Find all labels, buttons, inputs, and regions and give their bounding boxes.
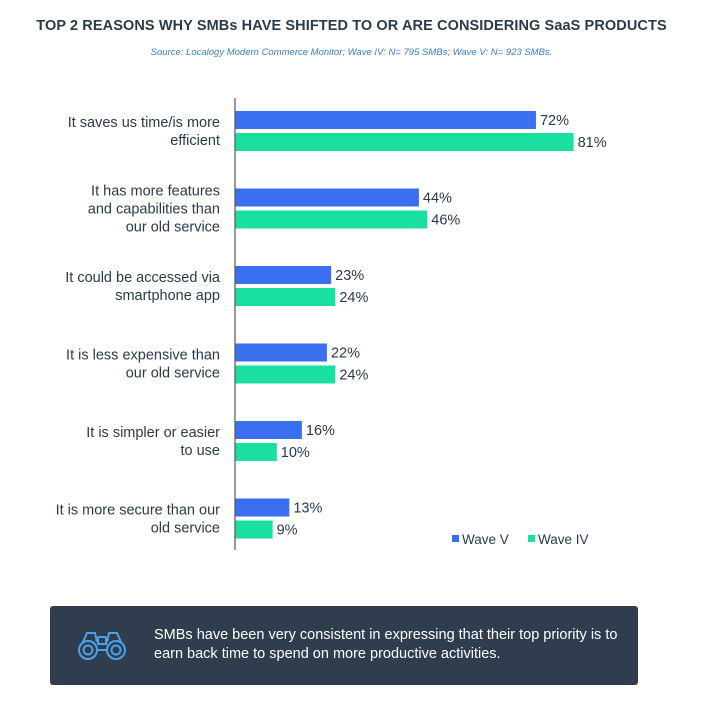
- legend-label: Wave V: [462, 532, 509, 547]
- bar-wave-v: [235, 188, 419, 207]
- insight-callout: SMBs have been very consistent in expres…: [50, 606, 638, 685]
- category-label-line: It saves us time/is more: [68, 115, 220, 131]
- bar-wave-v: [235, 498, 290, 517]
- category-label-line: and capabilities than: [88, 202, 220, 218]
- bar-wave-v: [235, 421, 302, 439]
- bar-wave-v: [235, 343, 327, 362]
- value-label: 23%: [335, 268, 364, 284]
- bar-wave-iv: [235, 365, 336, 384]
- legend-swatch: [452, 535, 459, 542]
- chart-source: Source: Localogy Modern Commerce Monitor…: [150, 47, 553, 58]
- value-label: 72%: [540, 113, 569, 129]
- category-label-line: old service: [151, 521, 220, 537]
- value-label: 13%: [293, 501, 322, 517]
- category-label-line: smartphone app: [115, 288, 220, 304]
- bar-wave-iv: [235, 133, 574, 151]
- value-label: 81%: [578, 135, 607, 151]
- category-label: It saves us time/is more efficient: [68, 115, 220, 149]
- callout-text: SMBs have been very consistent in expres…: [154, 627, 618, 662]
- category-label-line: It is less expensive than: [66, 348, 220, 364]
- category-label: It could be accessed via smartphone app: [65, 270, 221, 304]
- legend-label: Wave IV: [538, 532, 589, 547]
- category-label-line: It has more features: [91, 184, 220, 200]
- value-label: 16%: [306, 423, 335, 439]
- category-label: It is simpler or easier to use: [86, 425, 220, 459]
- value-label: 22%: [331, 346, 360, 362]
- category-label: It is more secure than our old service: [56, 503, 221, 537]
- value-label: 9%: [277, 523, 298, 539]
- category-label-line: our old service: [126, 220, 220, 236]
- category-label-line: efficient: [170, 133, 220, 149]
- bar-wave-iv: [235, 288, 336, 306]
- binoculars-icon: [78, 632, 126, 660]
- category-label-line: our old service: [126, 366, 220, 382]
- bar-wave-iv: [235, 443, 277, 461]
- value-label: 24%: [339, 290, 368, 306]
- category-label-line: It is simpler or easier: [86, 425, 220, 441]
- value-label: 10%: [281, 445, 310, 461]
- legend-swatch: [528, 535, 535, 542]
- category-label: It is less expensive than our old service: [66, 348, 220, 382]
- bar-wave-iv: [235, 520, 273, 539]
- value-label: 44%: [423, 191, 452, 207]
- value-label: 46%: [431, 213, 460, 229]
- bar-wave-v: [235, 266, 332, 284]
- chart-title: TOP 2 REASONS WHY SMBs HAVE SHIFTED TO O…: [36, 18, 667, 34]
- value-label: 24%: [339, 368, 368, 384]
- bar-wave-iv: [235, 210, 428, 229]
- category-label-line: to use: [181, 443, 221, 459]
- bar-wave-v: [235, 111, 536, 129]
- category-label-line: It could be accessed via: [65, 270, 221, 286]
- category-label-line: It is more secure than our: [56, 503, 221, 519]
- bar-chart: It saves us time/is more efficient 72% 81% I…: [56, 98, 607, 550]
- category-label: It has more features and capabilities tha…: [88, 184, 220, 236]
